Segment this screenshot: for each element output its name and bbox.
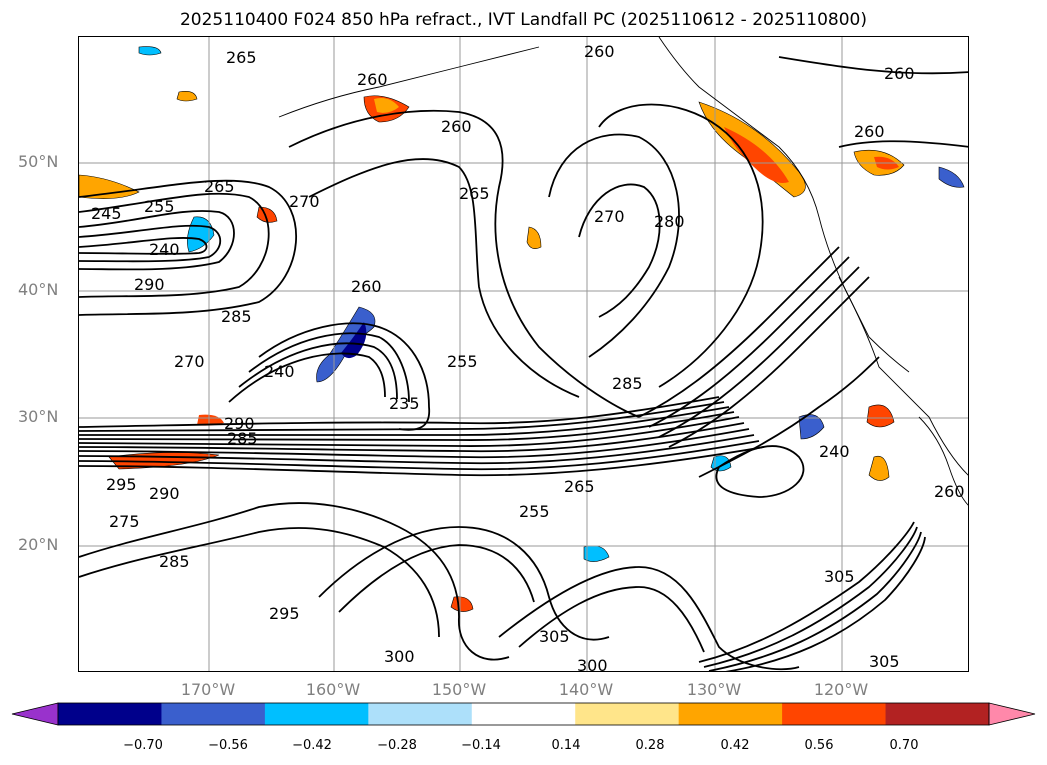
contour-label: 265 [459,184,490,203]
contour-label: 265 [226,48,257,67]
contour-label: 260 [351,277,382,296]
colorbar-cell [471,703,576,725]
contour-label: 270 [289,192,320,211]
lon-label-140w: 140°W [558,680,614,699]
contour-label: 255 [519,502,550,521]
lat-label-40n: 40°N [18,280,59,299]
contour-label: 290 [149,484,180,503]
colorbar-tick-label: −0.56 [208,738,248,753]
colorbar-cells [11,702,1036,726]
colorbar [11,702,1036,726]
contour-label: 275 [109,512,140,531]
map-canvas: 265 260 260 260 260 260 265 270 265 270 … [79,37,968,672]
colorbar-cell [678,703,783,725]
contour-label: 270 [594,207,625,226]
contour-label: 295 [106,475,137,494]
contour-label: 240 [149,240,180,259]
contour-labels: 265 260 260 260 260 260 265 270 265 270 … [91,42,965,672]
contour-label: 305 [869,652,900,671]
contour-label: 240 [819,442,850,461]
contour-label: 290 [224,414,255,433]
colorbar-tick-label: 0.42 [720,738,750,753]
contour-label: 240 [264,362,295,381]
colorbar-tick-label: 0.70 [889,738,919,753]
figure-title: 2025110400 F024 850 hPa refract., IVT La… [179,10,867,30]
contour-label: 265 [564,477,595,496]
shaded-anomalies [79,46,965,612]
lat-label-30n: 30°N [18,407,59,426]
contour-label: 260 [934,482,965,501]
contour-label: 260 [357,70,388,89]
colorbar-tick-label: 0.28 [635,738,665,753]
colorbar-arrow-high [988,702,1036,726]
contour-label: 260 [441,117,472,136]
contour-label: 285 [227,429,258,448]
contour-label: 265 [204,177,235,196]
colorbar-tick-label: 0.14 [551,738,581,753]
contour-label: 290 [134,275,165,294]
colorbar-tick-label: −0.42 [292,738,332,753]
contour-label: 285 [221,307,252,326]
contour-label: 280 [654,212,685,231]
contour-label: 260 [884,64,915,83]
colorbar-arrow-low [11,702,59,726]
contour-label: 285 [159,552,190,571]
contour-label: 255 [144,197,175,216]
colorbar-cell [264,703,369,725]
contour-label: 235 [389,394,420,413]
contour-label: 305 [824,567,855,586]
colorbar-cell [368,703,473,725]
colorbar-cell [58,703,162,725]
colorbar-tick-label: −0.14 [461,738,501,753]
lon-label-130w: 130°W [686,680,742,699]
colorbar-tick-label: −0.28 [377,738,417,753]
contour-label: 300 [577,656,608,672]
lat-label-20n: 20°N [18,535,59,554]
colorbar-cell [575,703,680,725]
lon-label-150w: 150°W [431,680,487,699]
refractivity-contours [79,56,968,671]
colorbar-tick-label: −0.70 [123,738,163,753]
contour-label: 300 [384,647,415,666]
colorbar-cell [161,703,266,725]
lon-label-170w: 170°W [180,680,236,699]
colorbar-cell [782,703,887,725]
lat-label-50n: 50°N [18,152,59,171]
colorbar-tick-label: 0.56 [804,738,834,753]
map-panel: 265 260 260 260 260 260 265 270 265 270 … [78,36,969,672]
graticule [79,37,968,671]
contour-label: 255 [447,352,478,371]
contour-label: 295 [269,604,300,623]
colorbar-cell [885,703,990,725]
colorbar-frame [57,702,990,726]
contour-label: 260 [584,42,615,61]
lon-label-160w: 160°W [305,680,361,699]
contour-label: 270 [174,352,205,371]
lon-label-120w: 120°W [813,680,869,699]
contour-label: 285 [612,374,643,393]
contour-label: 245 [91,204,122,223]
contour-label: 260 [854,122,885,141]
contour-label: 305 [539,627,570,646]
coastlines [278,37,968,506]
